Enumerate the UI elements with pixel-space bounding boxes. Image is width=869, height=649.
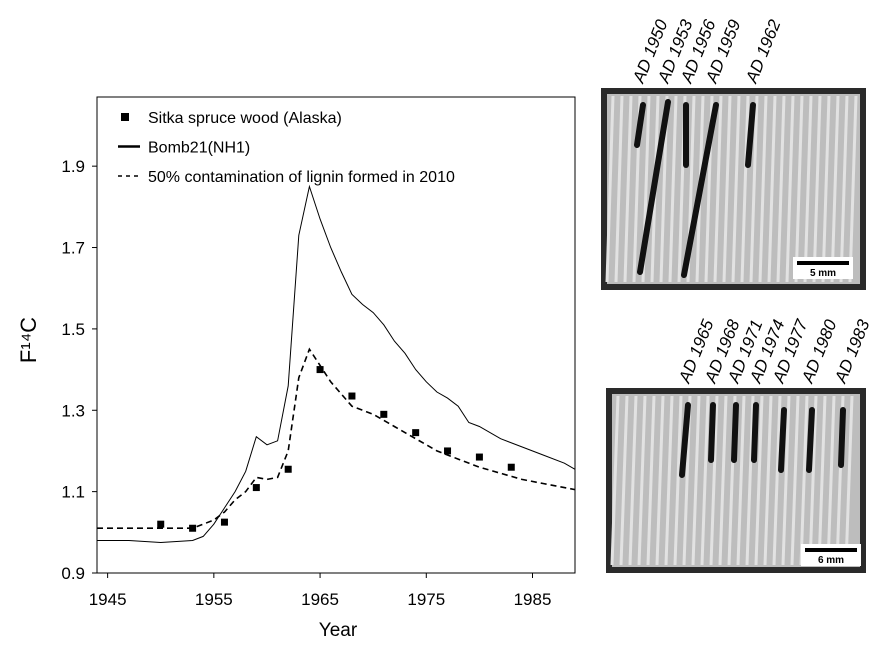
growth-ring bbox=[718, 395, 728, 566]
legend-label: 50% contamination of lignin formed in 20… bbox=[148, 169, 455, 186]
x-tick-label: 1945 bbox=[89, 590, 127, 609]
x-tick-label: 1965 bbox=[301, 590, 339, 609]
y-tick-label: 1.3 bbox=[61, 401, 85, 420]
scale-bar-label: 5 mm bbox=[810, 268, 836, 279]
growth-ring bbox=[664, 395, 674, 566]
sample-groove bbox=[778, 407, 787, 473]
legend-label: Bomb21(NH1) bbox=[148, 140, 250, 157]
growth-ring bbox=[839, 95, 849, 283]
data-point bbox=[220, 518, 228, 526]
growth-ring bbox=[790, 395, 800, 566]
y-tick-label: 0.9 bbox=[61, 564, 85, 583]
growth-ring bbox=[763, 395, 773, 566]
growth-ring bbox=[749, 95, 759, 283]
growth-ring bbox=[628, 395, 638, 566]
growth-ring bbox=[740, 95, 750, 283]
sample-groove bbox=[681, 102, 719, 278]
x-tick-label: 1975 bbox=[407, 590, 445, 609]
growth-ring bbox=[668, 95, 678, 283]
sample-groove bbox=[679, 402, 691, 478]
data-point bbox=[157, 520, 165, 528]
y-tick-label: 1.1 bbox=[61, 483, 85, 502]
growth-ring bbox=[691, 395, 701, 566]
growth-ring bbox=[709, 395, 719, 566]
x-axis-label: Year bbox=[319, 620, 358, 641]
growth-ring bbox=[722, 95, 732, 283]
growth-ring bbox=[799, 395, 809, 566]
growth-ring bbox=[614, 95, 624, 283]
growth-ring bbox=[736, 395, 746, 566]
legend-marker bbox=[121, 113, 129, 121]
scale-bar-label: 6 mm bbox=[818, 555, 844, 566]
sample-groove bbox=[637, 99, 671, 275]
sample-groove bbox=[634, 102, 646, 148]
y-axis-label: F¹⁴C bbox=[16, 317, 41, 363]
growth-ring bbox=[655, 395, 665, 566]
data-point bbox=[252, 484, 260, 492]
sample-groove bbox=[731, 402, 739, 463]
growth-ring bbox=[821, 95, 831, 283]
data-point bbox=[284, 465, 292, 473]
growth-ring bbox=[619, 395, 629, 566]
data-point bbox=[444, 447, 452, 455]
growth-ring bbox=[772, 395, 782, 566]
growth-ring bbox=[781, 395, 791, 566]
growth-ring bbox=[673, 395, 683, 566]
growth-ring bbox=[830, 95, 840, 283]
growth-ring bbox=[637, 395, 647, 566]
y-tick-label: 1.5 bbox=[61, 320, 85, 339]
legend-label: Sitka spruce wood (Alaska) bbox=[148, 110, 342, 127]
sample-groove bbox=[745, 102, 756, 168]
data-point bbox=[475, 453, 483, 461]
growth-ring bbox=[776, 95, 786, 283]
growth-ring bbox=[745, 395, 755, 566]
series-line bbox=[97, 184, 576, 544]
data-point bbox=[507, 463, 515, 471]
growth-ring bbox=[758, 95, 768, 283]
plot-frame bbox=[96, 96, 576, 574]
y-tick-label: 1.9 bbox=[61, 157, 85, 176]
sample-groove bbox=[751, 402, 759, 463]
growth-ring bbox=[848, 95, 858, 283]
growth-ring bbox=[803, 95, 813, 283]
growth-ring bbox=[700, 395, 710, 566]
data-point bbox=[380, 410, 388, 418]
x-tick-label: 1955 bbox=[195, 590, 233, 609]
growth-ring bbox=[610, 395, 620, 566]
growth-ring bbox=[826, 395, 836, 566]
growth-ring bbox=[767, 95, 777, 283]
series-line bbox=[97, 347, 576, 529]
data-point bbox=[316, 366, 324, 374]
growth-ring bbox=[794, 95, 804, 283]
y-tick-label: 1.7 bbox=[61, 239, 85, 258]
data-point bbox=[348, 392, 356, 400]
growth-ring bbox=[844, 395, 854, 566]
growth-ring bbox=[812, 95, 822, 283]
growth-ring bbox=[785, 95, 795, 283]
photo-year-label: AD 1962 bbox=[742, 17, 785, 87]
growth-ring bbox=[623, 95, 633, 283]
sample-groove bbox=[806, 407, 815, 473]
growth-ring bbox=[713, 95, 723, 283]
x-tick-label: 1985 bbox=[514, 590, 552, 609]
sample-groove bbox=[838, 407, 846, 468]
sample-groove bbox=[708, 402, 716, 463]
data-point bbox=[412, 429, 420, 437]
growth-ring bbox=[817, 395, 827, 566]
growth-ring bbox=[646, 395, 656, 566]
growth-ring bbox=[731, 95, 741, 283]
growth-ring bbox=[754, 395, 764, 566]
growth-ring bbox=[808, 395, 818, 566]
growth-ring bbox=[605, 95, 615, 283]
